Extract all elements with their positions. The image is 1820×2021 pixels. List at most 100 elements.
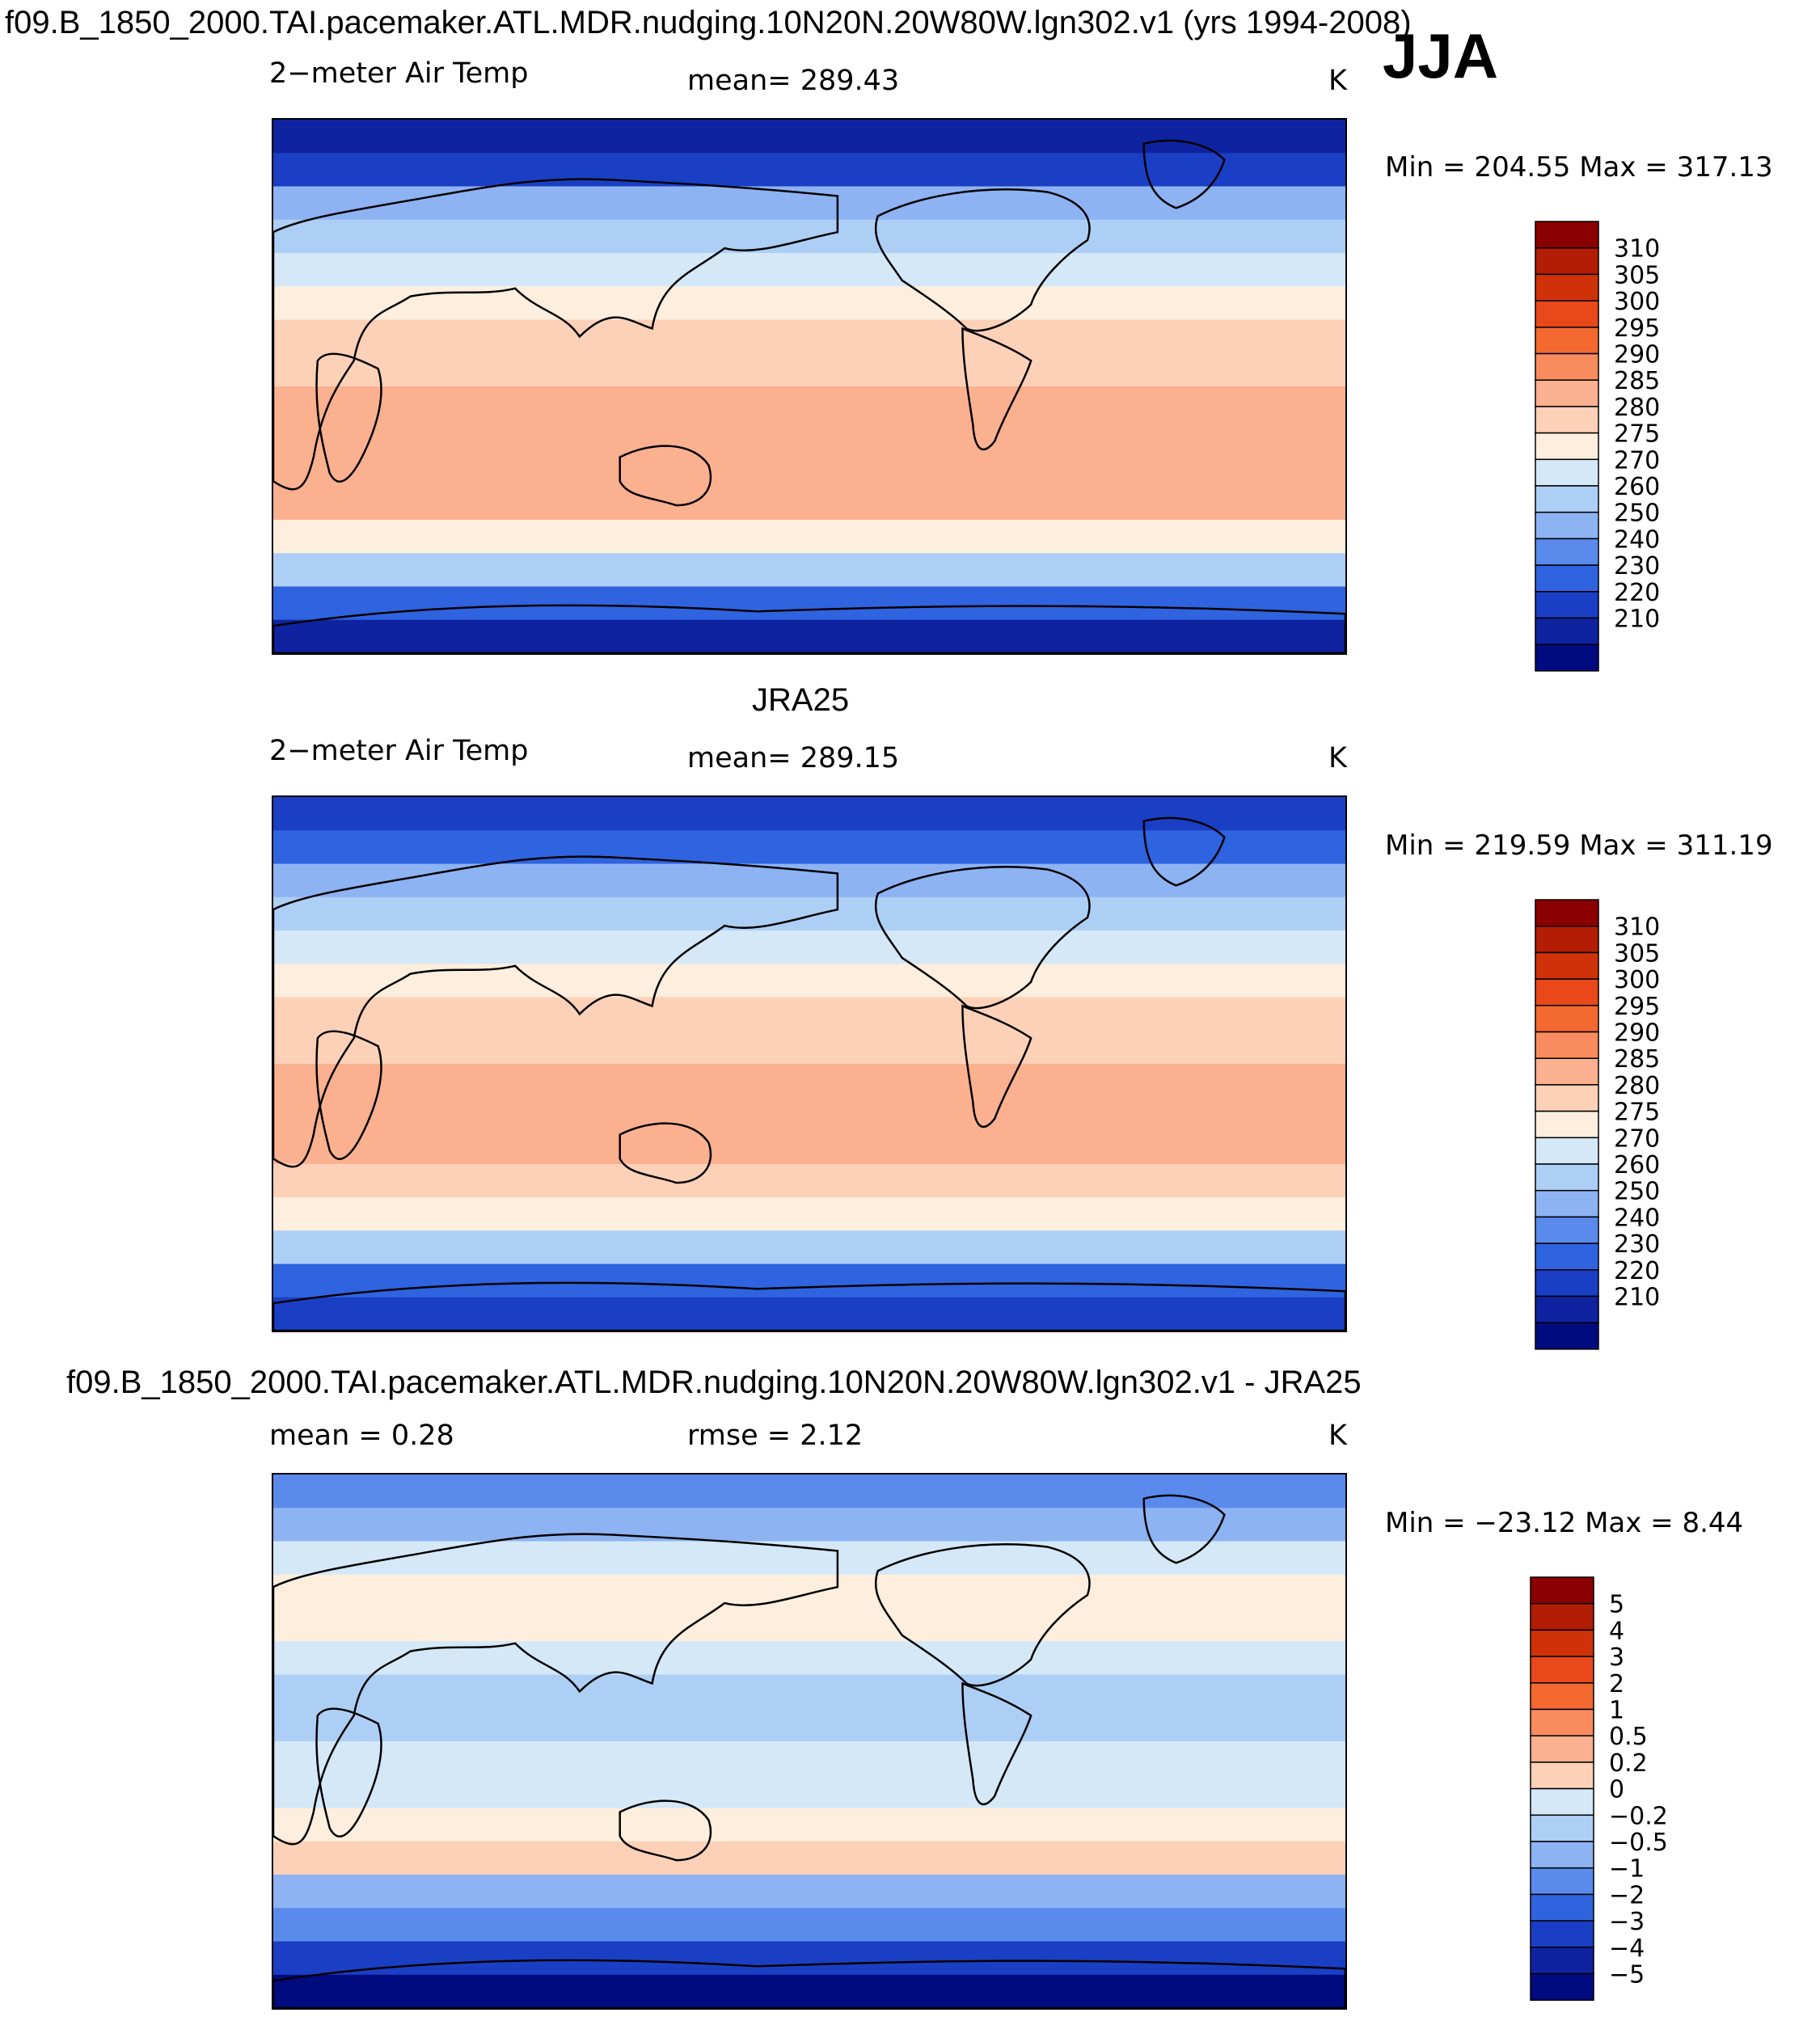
colorbar-tick-label: 250 xyxy=(1614,1178,1660,1206)
colorbar-swatch xyxy=(1530,1841,1594,1869)
latitude-band xyxy=(273,1941,1345,1976)
colorbar-tick-label: 220 xyxy=(1614,1257,1660,1285)
colorbar-swatch xyxy=(1530,1972,1594,2001)
colorbar-swatch xyxy=(1535,1005,1599,1033)
latitude-band xyxy=(273,1774,1345,1809)
latitude-band xyxy=(273,120,1345,154)
latitude-band xyxy=(273,1741,1345,1776)
latitude-band xyxy=(273,319,1345,354)
colorbar-tick-label: 3 xyxy=(1609,1643,1624,1672)
latitude-band xyxy=(273,1674,1345,1709)
coastline xyxy=(315,1707,382,1837)
colorbar-swatch xyxy=(1535,1031,1599,1059)
colorbar-swatch xyxy=(1535,1137,1599,1165)
colorbar-swatch xyxy=(1530,1762,1594,1790)
colorbar-tick-label: 290 xyxy=(1614,341,1660,369)
colorbar-tick-label: 0 xyxy=(1609,1776,1624,1804)
colorbar-swatch xyxy=(1535,352,1599,381)
colorbar-tick-label: 280 xyxy=(1614,394,1660,422)
colorbar-tick-label: 2 xyxy=(1609,1670,1624,1698)
colorbar-swatch xyxy=(1535,1295,1599,1323)
coastlines xyxy=(273,139,1345,653)
latitude-band xyxy=(273,1841,1345,1875)
colorbar-swatch xyxy=(1530,1893,1594,1922)
latitude-band xyxy=(273,153,1345,188)
panel3-map xyxy=(272,1473,1347,2010)
figure-title: f09.B_1850_2000.TAI.pacemaker.ATL.MDR.nu… xyxy=(5,5,1412,40)
latitude-band xyxy=(273,1130,1345,1165)
latitude-band xyxy=(273,1264,1345,1298)
colorbar-swatch xyxy=(1535,406,1599,434)
latitude-band xyxy=(273,420,1345,454)
colorbar-swatch xyxy=(1535,327,1599,355)
colorbar-tick-label: −5 xyxy=(1609,1961,1645,1989)
colorbar-swatch xyxy=(1535,925,1599,954)
colorbar-tick-label: 285 xyxy=(1614,1045,1660,1074)
colorbar-tick-label: 300 xyxy=(1614,966,1660,994)
latitude-band xyxy=(273,930,1345,965)
latitude-band xyxy=(273,1197,1345,1232)
panel3-rmse: rmse = 2.12 xyxy=(687,1420,864,1452)
colorbar-swatch xyxy=(1530,1708,1594,1736)
colorbar-swatch xyxy=(1530,1814,1594,1842)
panel2-units: K xyxy=(1328,742,1347,774)
map-plot-1 xyxy=(273,120,1345,653)
colorbar-swatch xyxy=(1535,511,1599,540)
latitude-band xyxy=(273,1097,1345,1132)
colorbar-tick-label: 295 xyxy=(1614,993,1660,1021)
colorbar-swatch xyxy=(1535,1163,1599,1192)
colorbar-tick-label: 210 xyxy=(1614,605,1660,634)
latitude-band xyxy=(273,286,1345,321)
colorbar-tick-label: 1 xyxy=(1609,1697,1624,1725)
latitude-band xyxy=(273,520,1345,555)
colorbar-swatch xyxy=(1535,899,1599,927)
colorbar-tick-label: 0.2 xyxy=(1609,1749,1648,1778)
latitude-band xyxy=(273,1641,1345,1676)
panel2-map xyxy=(272,795,1347,1332)
panel1-min-max: Min = 204.55 Max = 317.13 xyxy=(1385,151,1773,184)
colorbar-tick-label: 260 xyxy=(1614,1151,1660,1179)
panel1-map xyxy=(272,118,1347,655)
colorbar-swatch xyxy=(1535,1322,1599,1350)
latitude-band xyxy=(273,253,1345,288)
coastline xyxy=(1142,1494,1226,1564)
map-plot-2 xyxy=(273,797,1345,1331)
latitude-band xyxy=(273,1707,1345,1742)
coastline xyxy=(961,1004,1032,1129)
coastline xyxy=(619,445,712,507)
colorbar-tick-label: 290 xyxy=(1614,1019,1660,1048)
latitude-band xyxy=(273,1230,1345,1265)
panel3-min-max: Min = −23.12 Max = 8.44 xyxy=(1385,1507,1744,1539)
panel1-variable: 2−meter Air Temp xyxy=(269,57,529,90)
colorbar-swatch xyxy=(1530,1867,1594,1896)
colorbar-swatch xyxy=(1530,1947,1594,1975)
colorbar-swatch xyxy=(1535,432,1599,461)
colorbar-swatch xyxy=(1535,221,1599,249)
panel3-mean: mean = 0.28 xyxy=(269,1420,454,1452)
coastline xyxy=(874,1543,1091,1687)
latitude-band xyxy=(273,1608,1345,1643)
coastline xyxy=(1142,816,1226,887)
colorbar-swatch xyxy=(1535,1057,1599,1086)
latitude-band xyxy=(273,797,1345,832)
colorbar-swatch xyxy=(1535,951,1599,980)
colorbar-swatch xyxy=(1535,564,1599,593)
colorbar-tick-label: 300 xyxy=(1614,288,1660,316)
colorbar-swatch xyxy=(1530,1682,1594,1711)
latitude-band xyxy=(273,897,1345,931)
colorbar-tick-label: 5 xyxy=(1609,1591,1624,1619)
colorbar-tick-label: 280 xyxy=(1614,1072,1660,1100)
colorbar-tick-label: 240 xyxy=(1614,1204,1660,1232)
coastline xyxy=(315,352,382,483)
colorbar-tick-label: 220 xyxy=(1614,579,1660,607)
coastline xyxy=(273,1281,1345,1331)
colorbar-tick-label: −0.2 xyxy=(1609,1802,1668,1830)
colorbar-tick-label: 295 xyxy=(1614,314,1660,343)
colorbar-tick-label: 270 xyxy=(1614,446,1660,475)
colorbar-tick-label: −2 xyxy=(1609,1881,1645,1909)
coastlines xyxy=(273,1494,1345,2008)
panel3-colorbar: 5 4 3 2 1 0.5 0.2 0 −0.2 −0.5 −1 −2 −3 −4 −5 xyxy=(1530,1576,1682,2003)
colorbar-tick-label: −1 xyxy=(1609,1855,1645,1884)
panel2-min-max: Min = 219.59 Max = 311.19 xyxy=(1385,829,1773,862)
colorbar-swatch xyxy=(1530,1787,1594,1816)
